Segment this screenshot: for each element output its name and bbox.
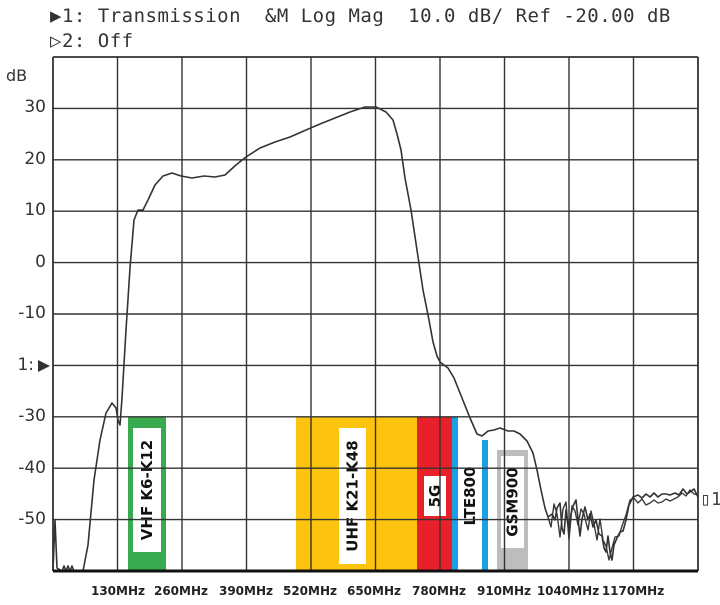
- trace-line: [52, 106, 699, 572]
- x-tick-label: 780MHz: [411, 584, 467, 598]
- band-5g-label: 5G: [426, 485, 444, 508]
- reference-marker-label: 1:: [17, 355, 34, 375]
- y-tick-label: -50: [18, 509, 46, 529]
- y-tick-label: -40: [18, 458, 46, 478]
- x-tick-label: 1170MHz: [601, 584, 665, 598]
- y-tick-label: 20: [24, 149, 46, 169]
- x-tick-label: 520MHz: [282, 584, 338, 598]
- x-tick-label: 1040MHz: [536, 584, 600, 598]
- trace1-header: ▶1: Transmission &M Log Mag 10.0 dB/ Ref…: [50, 5, 671, 27]
- band-lte-label: LTE800: [461, 467, 479, 526]
- y-tick-label: 30: [24, 97, 46, 117]
- x-tick-label: 910MHz: [476, 584, 532, 598]
- band-uhf-label: UHF K21-K48: [344, 440, 362, 551]
- x-tick-label: 650MHz: [346, 584, 402, 598]
- x-tick-label: 130MHz: [90, 584, 146, 598]
- x-tick-label: 390MHz: [218, 584, 274, 598]
- band-gsm-label-box: [501, 456, 524, 548]
- y-unit-label: dB: [6, 66, 28, 85]
- trace2-header: ▷2: Off: [50, 30, 134, 52]
- y-tick-label: -30: [18, 406, 46, 426]
- x-tick-label: 260MHz: [153, 584, 209, 598]
- y-tick-label: -10: [18, 303, 46, 323]
- band-lte-stripe-left: [452, 417, 458, 571]
- y-tick-label: 10: [24, 200, 46, 220]
- band-vhf-label-box: [133, 428, 161, 552]
- band-vhf-label: VHF K6-K12: [138, 440, 156, 540]
- band-uhf-label-box: [339, 428, 366, 564]
- band-annotations: VHF K6-K12 UHF K21-K48 5G LTE800 GSM900: [128, 417, 528, 571]
- y-tick-label: 0: [35, 252, 46, 272]
- trace-line-secondary: [547, 489, 699, 561]
- band-gsm-label: GSM900: [504, 467, 522, 536]
- reference-marker-icon: [38, 360, 50, 372]
- band-lte-stripe-right: [482, 440, 488, 571]
- trace-end-label: ▯1: [700, 489, 720, 510]
- band-lte-fill: [458, 417, 482, 571]
